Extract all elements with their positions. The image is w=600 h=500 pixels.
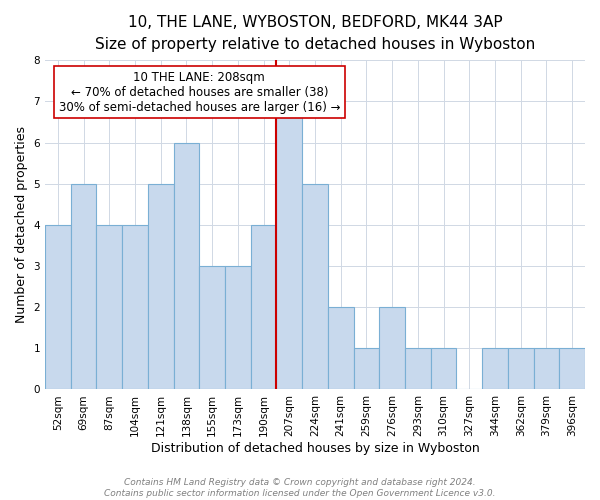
Bar bbox=[97, 225, 122, 390]
X-axis label: Distribution of detached houses by size in Wyboston: Distribution of detached houses by size … bbox=[151, 442, 479, 455]
Bar bbox=[328, 307, 353, 390]
Bar bbox=[251, 225, 277, 390]
Bar bbox=[148, 184, 173, 390]
Bar bbox=[45, 225, 71, 390]
Bar bbox=[199, 266, 225, 390]
Bar bbox=[173, 142, 199, 390]
Bar bbox=[559, 348, 585, 390]
Bar bbox=[533, 348, 559, 390]
Title: 10, THE LANE, WYBOSTON, BEDFORD, MK44 3AP
Size of property relative to detached : 10, THE LANE, WYBOSTON, BEDFORD, MK44 3A… bbox=[95, 15, 535, 52]
Bar bbox=[508, 348, 533, 390]
Bar bbox=[405, 348, 431, 390]
Bar bbox=[482, 348, 508, 390]
Text: Contains HM Land Registry data © Crown copyright and database right 2024.
Contai: Contains HM Land Registry data © Crown c… bbox=[104, 478, 496, 498]
Bar bbox=[431, 348, 457, 390]
Bar bbox=[379, 307, 405, 390]
Bar bbox=[302, 184, 328, 390]
Bar bbox=[353, 348, 379, 390]
Bar bbox=[277, 102, 302, 390]
Bar bbox=[225, 266, 251, 390]
Bar bbox=[71, 184, 97, 390]
Y-axis label: Number of detached properties: Number of detached properties bbox=[15, 126, 28, 324]
Text: 10 THE LANE: 208sqm
← 70% of detached houses are smaller (38)
30% of semi-detach: 10 THE LANE: 208sqm ← 70% of detached ho… bbox=[59, 70, 340, 114]
Bar bbox=[122, 225, 148, 390]
